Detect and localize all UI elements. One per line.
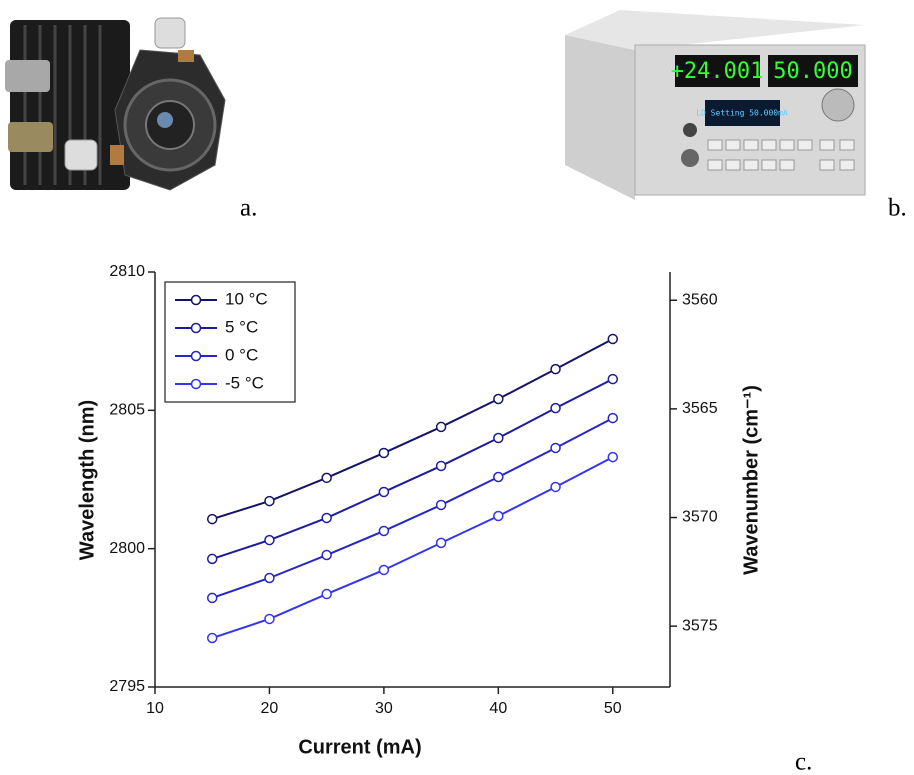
data-point <box>435 460 447 472</box>
data-point <box>550 402 561 414</box>
data-point <box>206 592 218 604</box>
x-tick-label: 20 <box>261 700 279 717</box>
data-point <box>264 495 275 507</box>
series-line <box>211 417 614 599</box>
series-line <box>211 338 614 521</box>
legend-label: -5 °C <box>225 373 264 392</box>
x-tick-label: 30 <box>375 700 393 717</box>
data-point <box>321 472 332 484</box>
data-point <box>550 363 561 375</box>
y2-tick-label: 3560 <box>682 291 718 308</box>
y2-tick-label: 3575 <box>682 617 718 634</box>
data-point <box>435 537 447 549</box>
data-point <box>607 333 619 345</box>
svg-text:LD Setting 50.000mA: LD Setting 50.000mA <box>696 109 788 118</box>
data-point <box>607 373 619 385</box>
data-point <box>435 421 447 433</box>
y-axis-label: Wavelength (nm) <box>76 400 98 560</box>
data-point <box>206 553 218 565</box>
y-tick-label: 2795 <box>109 678 145 695</box>
plot: 10 20 30 40 50 2795 2800 2805 2810 3560 3565 3570 35… <box>109 263 717 717</box>
data-point <box>321 588 332 600</box>
x-tick-label: 50 <box>604 700 622 717</box>
photo-laser-controller: +24.001 50.000 LD Setting 50.000mA <box>565 10 866 200</box>
legend-marker <box>190 378 202 390</box>
data-point <box>206 632 218 644</box>
legend-marker <box>190 322 202 334</box>
x-tick-label: 10 <box>146 700 164 717</box>
data-point <box>378 486 390 498</box>
data-point <box>607 451 619 463</box>
data-point <box>264 572 275 584</box>
data-point <box>493 510 504 522</box>
data-point <box>493 393 504 405</box>
y2-tick-label: 3565 <box>682 400 718 417</box>
series-line <box>211 456 614 639</box>
y2-tick-label: 3570 <box>682 509 718 526</box>
data-point <box>435 499 447 511</box>
series-line <box>211 378 614 560</box>
data-point <box>493 432 504 444</box>
photo-laser-mount <box>5 17 226 191</box>
legend-marker <box>190 294 202 306</box>
data-point <box>607 412 619 424</box>
data-point <box>206 513 218 525</box>
legend-box <box>164 281 296 403</box>
data-point <box>550 442 561 454</box>
data-point <box>378 447 390 459</box>
panel-label: a. <box>240 195 257 222</box>
data-point <box>264 613 275 625</box>
data-point <box>550 481 561 493</box>
x-axis-label: Current (mA) <box>298 736 421 758</box>
y-tick-label: 2810 <box>109 263 145 280</box>
y-tick-label: 2805 <box>109 402 145 419</box>
y-tick-label: 2800 <box>109 540 145 557</box>
svg-text:50.000: 50.000 <box>773 59 852 84</box>
data-point <box>321 549 332 561</box>
legend-marker <box>190 350 202 362</box>
svg-text:+24.001: +24.001 <box>671 59 764 84</box>
legend-label: 0 °C <box>225 345 258 364</box>
data-point <box>321 512 332 524</box>
panel-label: c. <box>795 749 812 775</box>
data-point <box>264 534 275 546</box>
x-tick-label: 40 <box>489 700 507 717</box>
data-point <box>378 564 390 576</box>
data-point <box>493 471 504 483</box>
legend-label: 5 °C <box>225 317 258 336</box>
y2-axis-label: Wavenumber (cm⁻¹) <box>740 385 762 575</box>
panel-label: b. <box>888 195 907 222</box>
legend-label: 10 °C <box>225 289 268 308</box>
data-point <box>378 525 390 537</box>
